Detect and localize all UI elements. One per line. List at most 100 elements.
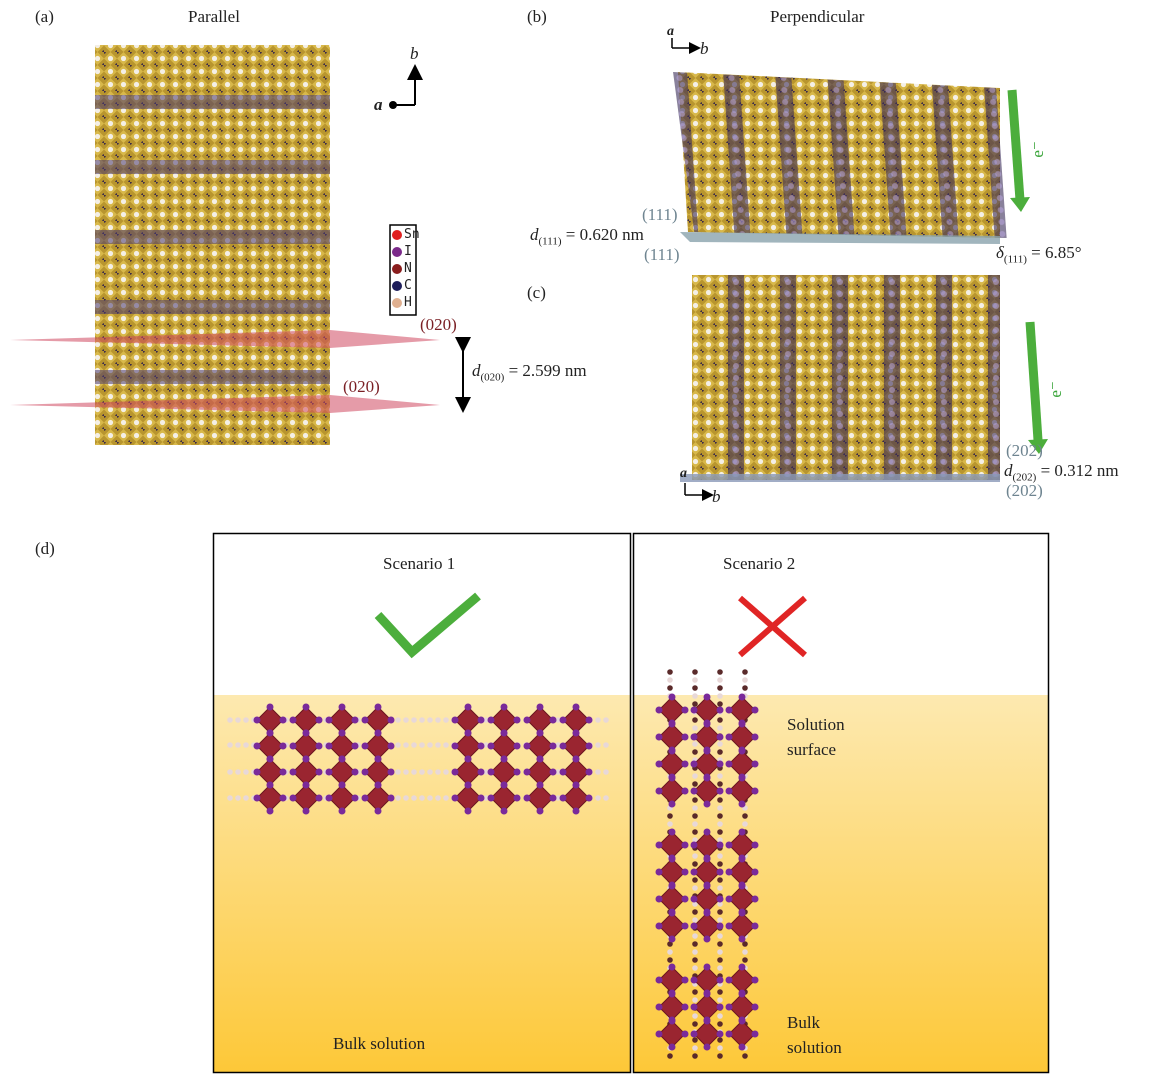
- organic-atom: [692, 957, 698, 963]
- axis-label: b: [712, 488, 721, 507]
- organic-atom: [395, 795, 401, 801]
- panel-title: Perpendicular: [770, 8, 864, 27]
- iodine: [691, 734, 698, 741]
- iodine: [375, 704, 382, 711]
- organic-atom: [692, 997, 698, 1003]
- iodine: [669, 1018, 676, 1025]
- organic-atom: [692, 861, 698, 867]
- iodine: [375, 756, 382, 763]
- iodine: [339, 730, 346, 737]
- organic-atom: [419, 717, 425, 723]
- iodine: [465, 782, 472, 789]
- iodine: [362, 743, 369, 750]
- iodine: [691, 977, 698, 984]
- electron-arrow: [1030, 322, 1038, 440]
- organic-atom: [742, 685, 748, 691]
- iodine: [726, 896, 733, 903]
- iodine: [501, 704, 508, 711]
- organic-atom: [742, 669, 748, 675]
- iodine: [501, 730, 508, 737]
- organic-atom: [443, 769, 449, 775]
- axis-label: a: [374, 96, 383, 115]
- organic-atom: [403, 769, 409, 775]
- organic-atom: [427, 742, 433, 748]
- iodine: [656, 1004, 663, 1011]
- iodine: [375, 808, 382, 815]
- spacing-label: d(202) = 0.312 nm: [1004, 462, 1119, 483]
- organic-atom: [692, 701, 698, 707]
- bulk-label: Bulk solution: [333, 1035, 425, 1054]
- iodine: [537, 782, 544, 789]
- organic-atom: [692, 773, 698, 779]
- iodine: [739, 883, 746, 890]
- plane-label: (020): [420, 316, 457, 335]
- iodine: [352, 717, 359, 724]
- iodine: [550, 717, 557, 724]
- iodine: [267, 704, 274, 711]
- legend-entry: Sn: [404, 226, 420, 243]
- axis-label: a: [667, 24, 674, 39]
- iodine: [669, 721, 676, 728]
- iodine: [388, 743, 395, 750]
- iodine: [752, 923, 759, 930]
- organic-atom: [717, 853, 723, 859]
- iodine: [537, 756, 544, 763]
- organic-atom: [411, 795, 417, 801]
- iodine: [267, 730, 274, 737]
- organic-atom: [717, 933, 723, 939]
- iodine: [478, 795, 485, 802]
- organic-atom: [692, 725, 698, 731]
- iodine: [586, 769, 593, 776]
- organic-atom: [692, 717, 698, 723]
- organic-atom: [742, 1053, 748, 1059]
- organic-atom: [717, 685, 723, 691]
- iodine: [717, 1004, 724, 1011]
- iodine: [573, 730, 580, 737]
- iodine: [326, 743, 333, 750]
- iodine: [739, 775, 746, 782]
- iodine: [704, 721, 711, 728]
- legend-swatch: [392, 298, 402, 308]
- iodine: [682, 734, 689, 741]
- axis-label: b: [700, 40, 709, 59]
- iodine: [375, 730, 382, 737]
- iodine: [267, 808, 274, 815]
- iodine: [501, 808, 508, 815]
- organic-atom: [692, 949, 698, 955]
- organic-atom: [603, 717, 609, 723]
- iodine: [682, 842, 689, 849]
- organic-atom: [692, 741, 698, 747]
- iodine: [691, 1031, 698, 1038]
- iodine: [573, 782, 580, 789]
- iodine: [704, 829, 711, 836]
- organic-atom: [243, 769, 249, 775]
- organic-atom: [227, 795, 233, 801]
- iodine: [691, 923, 698, 930]
- organic-atom: [692, 781, 698, 787]
- spacing-label: d(111) = 0.620 nm: [530, 226, 644, 247]
- plane-label: (202): [1006, 482, 1043, 501]
- iodine: [573, 808, 580, 815]
- organic-atom: [742, 957, 748, 963]
- iodine: [704, 801, 711, 808]
- iodine: [656, 707, 663, 714]
- organic-atom: [717, 861, 723, 867]
- iodine: [704, 856, 711, 863]
- iodine: [656, 788, 663, 795]
- angle-label: δ(111) = 6.85°: [996, 244, 1082, 265]
- stripes-c: [692, 275, 1000, 480]
- iodine: [339, 782, 346, 789]
- organic-atom: [717, 677, 723, 683]
- iodine: [501, 756, 508, 763]
- organic-atom: [435, 769, 441, 775]
- organic-atom: [692, 989, 698, 995]
- iodine: [752, 842, 759, 849]
- iodine: [514, 717, 521, 724]
- iodine: [669, 910, 676, 917]
- organic-atom: [395, 717, 401, 723]
- iodine: [316, 769, 323, 776]
- organic-atom: [667, 677, 673, 683]
- organic-atom: [692, 853, 698, 859]
- iodine: [717, 788, 724, 795]
- iodine: [717, 842, 724, 849]
